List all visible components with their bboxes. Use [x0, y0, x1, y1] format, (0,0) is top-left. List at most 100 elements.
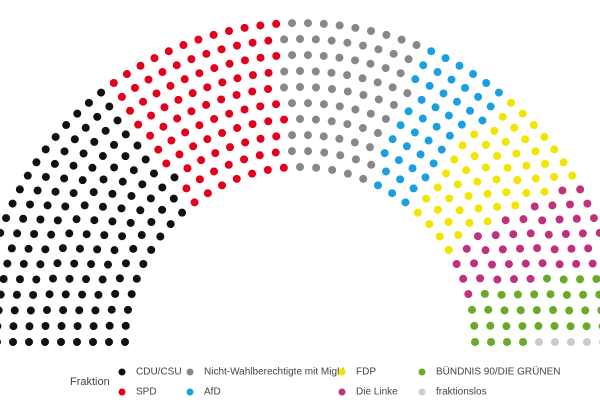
seat: [225, 26, 234, 35]
seat: [36, 260, 45, 269]
seat: [530, 290, 539, 299]
seat: [312, 163, 321, 172]
seat: [166, 81, 175, 90]
seat: [465, 218, 474, 227]
legend-label: FDP: [356, 367, 376, 378]
seat: [296, 83, 304, 91]
seat: [129, 244, 138, 253]
seat: [351, 155, 360, 164]
seat: [486, 321, 495, 330]
seat: [75, 306, 84, 315]
seat: [105, 338, 113, 346]
seat: [433, 68, 442, 77]
seat: [503, 163, 512, 172]
seat: [79, 149, 88, 158]
seat: [203, 135, 212, 144]
seat: [110, 163, 119, 172]
seat: [492, 175, 501, 184]
seat: [118, 232, 127, 241]
seat: [248, 38, 257, 47]
seat: [381, 114, 390, 123]
seat: [519, 215, 528, 224]
seat: [57, 338, 65, 346]
seat: [154, 145, 163, 154]
seat: [555, 260, 564, 269]
seat: [195, 69, 204, 78]
seat: [513, 290, 522, 299]
seat: [111, 289, 120, 298]
legend-title: Fraktion: [70, 376, 110, 388]
seat: [149, 169, 158, 178]
seat: [481, 163, 490, 172]
seat: [351, 105, 360, 114]
seat: [217, 95, 226, 104]
seat: [319, 51, 328, 60]
seat: [87, 260, 96, 269]
seat: [464, 290, 473, 299]
seat: [498, 112, 507, 121]
seat: [401, 198, 410, 207]
seat: [437, 145, 446, 154]
seat: [597, 306, 600, 315]
seat: [146, 194, 155, 203]
seat: [358, 74, 367, 83]
seat: [452, 259, 461, 268]
seat: [319, 132, 328, 141]
seat: [567, 244, 576, 253]
seat: [397, 35, 406, 44]
seat: [327, 36, 336, 45]
seat: [211, 149, 220, 158]
seat: [224, 160, 233, 169]
seat: [530, 202, 539, 211]
seat: [335, 21, 344, 30]
seat: [490, 126, 499, 135]
seat: [522, 161, 531, 170]
seat: [93, 112, 102, 121]
seat: [30, 229, 39, 238]
seat: [502, 188, 511, 197]
seat: [358, 41, 367, 50]
seat: [584, 244, 593, 253]
seat: [0, 275, 8, 284]
seat: [194, 35, 203, 44]
seat: [90, 216, 99, 225]
seat: [582, 322, 591, 331]
seat: [461, 83, 470, 92]
seat: [57, 322, 66, 331]
seat: [73, 109, 82, 118]
seat: [559, 158, 568, 167]
seat: [445, 194, 454, 203]
seat: [93, 245, 102, 254]
seat: [493, 152, 502, 161]
seat: [169, 194, 178, 203]
seat: [583, 199, 592, 208]
seat: [366, 26, 375, 35]
seat: [396, 69, 405, 78]
seat: [424, 136, 433, 145]
seat: [78, 176, 87, 185]
seat: [78, 290, 87, 299]
seat: [336, 151, 345, 160]
seat: [162, 159, 171, 168]
seat: [509, 275, 518, 284]
seat: [122, 70, 131, 79]
seat: [429, 159, 438, 168]
seat: [0, 228, 5, 237]
seat: [526, 274, 535, 283]
legend-label: Die Linke: [356, 387, 398, 398]
seat: [172, 61, 181, 70]
seat: [84, 98, 93, 107]
seat: [15, 275, 24, 284]
seat: [62, 121, 71, 130]
seat: [202, 49, 211, 58]
legend-swatch: [338, 388, 346, 396]
seat: [195, 121, 204, 130]
seat: [88, 163, 97, 172]
seat: [470, 130, 479, 139]
seat: [158, 205, 167, 214]
seat: [218, 129, 227, 138]
seat: [526, 229, 535, 238]
seat: [248, 120, 257, 129]
seat: [53, 259, 62, 268]
